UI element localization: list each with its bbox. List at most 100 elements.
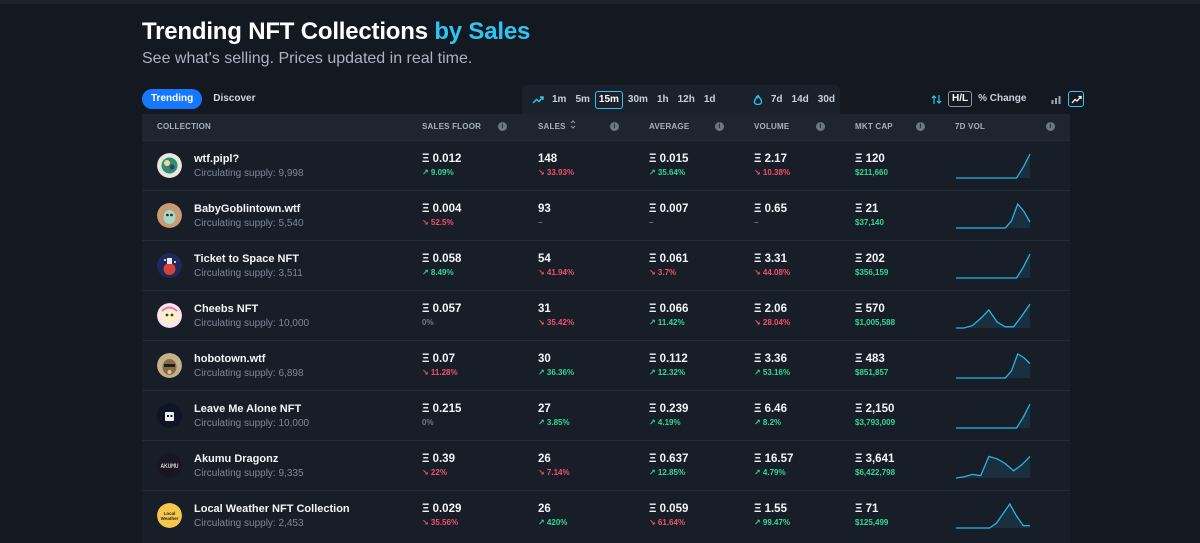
sales-floor-value: Ξ 0.07 bbox=[422, 353, 455, 365]
mkt-cap-cell: Ξ 570 $1,005,588 bbox=[855, 303, 895, 327]
average-value: Ξ 0.066 bbox=[649, 303, 689, 315]
info-icon[interactable]: i bbox=[816, 122, 825, 131]
time-7d-button[interactable]: 7d bbox=[770, 93, 783, 105]
time-15m-button[interactable]: 15m bbox=[594, 90, 623, 109]
table-row[interactable]: AKUMU Akumu Dragonz Circulating supply: 9,… bbox=[142, 440, 1070, 490]
collection-avatar[interactable]: AKUMU bbox=[157, 453, 182, 478]
time-12h-button[interactable]: 12h bbox=[677, 93, 695, 105]
collection-supply: Circulating supply: 5,540 bbox=[194, 218, 304, 229]
sales-floor-change: 0% bbox=[422, 418, 434, 427]
collection-supply: Circulating supply: 2,453 bbox=[194, 518, 304, 529]
time-1d-button[interactable]: 1d bbox=[703, 93, 716, 105]
sales-floor-cell: Ξ 0.004 ↘ 52.5% bbox=[422, 203, 461, 227]
swap-arrows-icon[interactable] bbox=[928, 91, 944, 107]
mkt-cap-usd: $37,140 bbox=[855, 218, 884, 227]
high-low-toggle[interactable]: H/L bbox=[948, 91, 973, 107]
time-14d-button[interactable]: 14d bbox=[791, 93, 809, 105]
info-icon[interactable]: i bbox=[1046, 122, 1055, 131]
time-1m-button[interactable]: 1m bbox=[552, 93, 567, 105]
sales-change: ↘ 7.14% bbox=[538, 468, 570, 477]
collection-name[interactable]: wtf.pipl? bbox=[194, 153, 240, 165]
mkt-cap-value: Ξ 71 bbox=[855, 503, 879, 515]
volume-change: ↗ 99.47% bbox=[754, 518, 791, 527]
collection-supply: Circulating supply: 3,511 bbox=[194, 268, 303, 279]
mkt-cap-value: Ξ 21 bbox=[855, 203, 879, 215]
time-30m-button[interactable]: 30m bbox=[627, 93, 648, 105]
collection-name[interactable]: Cheebs NFT bbox=[194, 303, 259, 315]
supply-label: Circulating supply: bbox=[194, 468, 276, 479]
supply-label: Circulating supply: bbox=[194, 268, 276, 279]
sales-floor-value: Ξ 0.058 bbox=[422, 253, 462, 265]
column-average[interactable]: AVERAGE bbox=[649, 122, 690, 131]
collection-name[interactable]: Akumu Dragonz bbox=[194, 453, 279, 465]
sort-icon[interactable] bbox=[570, 114, 576, 140]
collection-name[interactable]: Local Weather NFT Collection bbox=[194, 503, 350, 515]
bar-chart-icon[interactable] bbox=[1048, 91, 1064, 107]
table-row[interactable]: BabyGoblintown.wtf Circulating supply: 5,… bbox=[142, 190, 1070, 240]
volume-cell: Ξ 2.06 ↘ 28.04% bbox=[754, 303, 790, 327]
line-chart-icon[interactable] bbox=[1068, 91, 1085, 107]
info-icon[interactable]: i bbox=[610, 122, 619, 131]
time-5m-button[interactable]: 5m bbox=[575, 93, 590, 105]
time-1h-button[interactable]: 1h bbox=[656, 93, 669, 105]
collection-avatar[interactable] bbox=[157, 253, 182, 278]
collection-avatar[interactable] bbox=[157, 303, 182, 328]
mkt-cap-usd: $356,159 bbox=[855, 268, 889, 277]
sales-cell: 93 – bbox=[538, 203, 551, 227]
volume-sparkline bbox=[956, 303, 1031, 329]
column-sales[interactable]: SALES bbox=[538, 114, 576, 140]
table-row[interactable]: Cheebs NFT Circulating supply: 10,000 Ξ 0.… bbox=[142, 290, 1070, 340]
collection-avatar[interactable]: Local Weather bbox=[157, 503, 182, 528]
sales-value: 31 bbox=[538, 303, 551, 315]
mkt-cap-cell: Ξ 3,641 $6,422,798 bbox=[855, 453, 895, 477]
sales-value: 27 bbox=[538, 403, 551, 415]
supply-label: Circulating supply: bbox=[194, 368, 276, 379]
table-row[interactable]: Local Weather Local Weather NFT Collection… bbox=[142, 490, 1070, 540]
column-7d-vol[interactable]: 7D VOL bbox=[955, 122, 986, 131]
collection-avatar[interactable] bbox=[157, 353, 182, 378]
column-sales-floor[interactable]: SALES FLOOR bbox=[422, 122, 482, 131]
info-icon[interactable]: i bbox=[498, 122, 507, 131]
sales-floor-value: Ξ 0.057 bbox=[422, 303, 462, 315]
collection-name[interactable]: hobotown.wtf bbox=[194, 353, 266, 365]
table-row[interactable]: hobotown.wtf Circulating supply: 6,898 Ξ 0… bbox=[142, 340, 1070, 390]
sales-floor-change: ↘ 11.28% bbox=[422, 368, 458, 377]
sparkline-area bbox=[956, 504, 1030, 528]
volume-value: Ξ 1.55 bbox=[754, 503, 787, 515]
sales-floor-change: 0% bbox=[422, 318, 434, 327]
column-collection[interactable]: COLLECTION bbox=[157, 122, 211, 131]
time-30d-button[interactable]: 30d bbox=[817, 93, 835, 105]
table-row[interactable]: Ticket to Space NFT Circulating supply: 3… bbox=[142, 240, 1070, 290]
top-bar bbox=[0, 0, 1200, 4]
tab-discover[interactable]: Discover bbox=[213, 93, 256, 104]
column-mkt-cap[interactable]: MKT CAP bbox=[855, 122, 893, 131]
average-cell: Ξ 0.066 ↗ 11.42% bbox=[649, 303, 688, 327]
percent-change-toggle[interactable]: % Change bbox=[978, 93, 1027, 104]
collection-name[interactable]: Ticket to Space NFT bbox=[194, 253, 299, 265]
collection-avatar[interactable] bbox=[157, 153, 182, 178]
mkt-cap-value: Ξ 120 bbox=[855, 153, 885, 165]
volume-change: ↗ 4.79% bbox=[754, 468, 786, 477]
average-change: ↘ 61.64% bbox=[649, 518, 686, 527]
table-row[interactable]: Leave Me Alone NFT Circulating supply: 10… bbox=[142, 390, 1070, 440]
collection-avatar[interactable] bbox=[157, 403, 182, 428]
sparkline-area bbox=[956, 204, 1030, 228]
collection-name[interactable]: BabyGoblintown.wtf bbox=[194, 203, 301, 215]
tab-trending[interactable]: Trending bbox=[142, 89, 203, 109]
mkt-cap-value: Ξ 3,641 bbox=[855, 453, 895, 465]
volume-cell: Ξ 6.46 ↗ 8.2% bbox=[754, 403, 787, 427]
sparkline-line bbox=[956, 403, 1031, 429]
page-title-accent: by Sales bbox=[434, 18, 531, 45]
volume-value: Ξ 6.46 bbox=[754, 403, 787, 415]
collection-name[interactable]: Leave Me Alone NFT bbox=[194, 403, 302, 415]
mkt-cap-usd: $211,660 bbox=[855, 168, 888, 177]
mkt-cap-value: Ξ 570 bbox=[855, 303, 885, 315]
supply-label: Circulating supply: bbox=[194, 418, 276, 429]
info-icon[interactable]: i bbox=[715, 122, 724, 131]
info-icon[interactable]: i bbox=[916, 122, 925, 131]
table-row[interactable]: wtf.pipl? Circulating supply: 9,998 Ξ 0.01… bbox=[142, 140, 1070, 190]
column-volume[interactable]: VOLUME bbox=[754, 122, 790, 131]
svg-text:AKUMU: AKUMU bbox=[160, 463, 178, 470]
sales-floor-cell: Ξ 0.058 ↗ 8.49% bbox=[422, 253, 461, 277]
collection-avatar[interactable] bbox=[157, 203, 182, 228]
